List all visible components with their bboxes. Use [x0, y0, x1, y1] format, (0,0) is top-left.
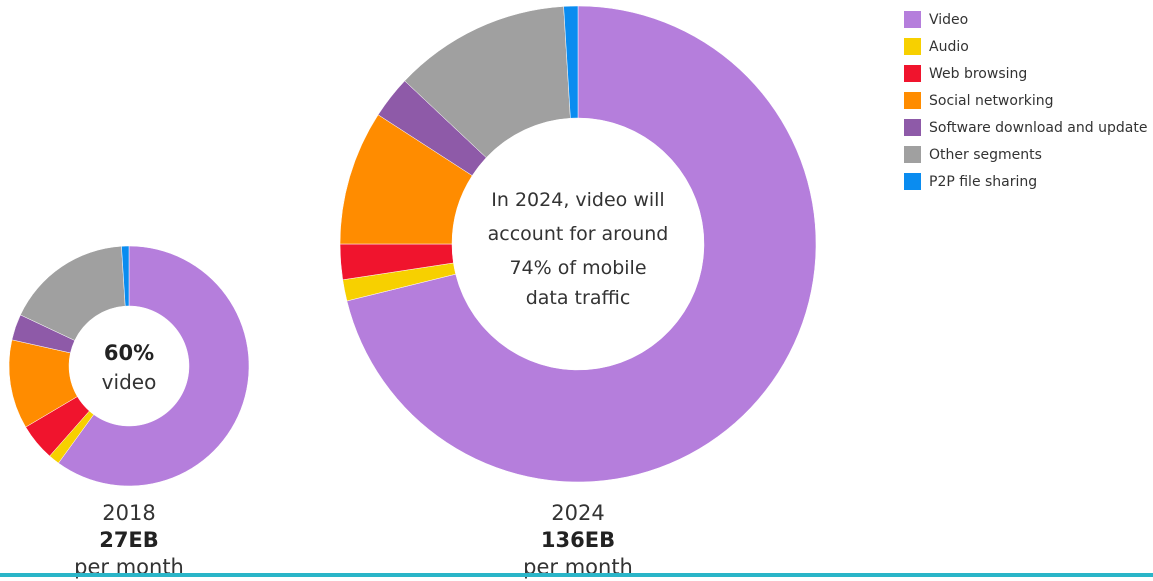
center-2018-line-1: 60% — [104, 341, 154, 365]
slice-2024-p2p — [563, 5, 579, 119]
caption-2024: 2024 136EB per month — [478, 500, 678, 581]
center-2024-line-3: 74% of mobile — [509, 257, 646, 279]
legend-item-audio: Audio — [904, 33, 1147, 60]
slice-2024-video — [346, 5, 817, 483]
center-2024-line-4: data traffic — [526, 287, 631, 309]
slice-2018-other-segments — [20, 245, 126, 341]
legend-item-other-segments: Other segments — [904, 141, 1147, 168]
volume-2018: 27EB — [99, 528, 159, 552]
year-2018: 2018 — [102, 501, 156, 525]
legend-swatch-video — [904, 11, 921, 28]
legend-label-web-browsing: Web browsing — [929, 65, 1028, 82]
legend-swatch-software-download — [904, 119, 921, 136]
legend-item-p2p: P2P file sharing — [904, 168, 1147, 195]
caption-2018: 2018 27EB per month — [29, 500, 229, 581]
legend-item-web-browsing: Web browsing — [904, 60, 1147, 87]
slice-2018-p2p — [121, 245, 130, 307]
legend-item-software-download: Software download and update — [904, 114, 1147, 141]
legend-swatch-audio — [904, 38, 921, 55]
volume-2024: 136EB — [540, 528, 616, 552]
legend-label-social-networking: Social networking — [929, 92, 1054, 109]
bottom-accent-bar — [0, 573, 1153, 577]
slice-2018-video — [58, 245, 250, 487]
legend-label-p2p: P2P file sharing — [929, 173, 1038, 190]
donut-2018 — [8, 245, 250, 487]
legend-item-social-networking: Social networking — [904, 87, 1147, 114]
legend-swatch-other-segments — [904, 146, 921, 163]
center-2024-line-1: In 2024, video will — [491, 189, 664, 211]
legend-label-software-download: Software download and update — [929, 119, 1148, 136]
legend-label-other-segments: Other segments — [929, 146, 1042, 163]
year-2024: 2024 — [551, 501, 605, 525]
legend-label-video: Video — [929, 11, 969, 28]
legend-label-audio: Audio — [929, 38, 969, 55]
donut-2024 — [339, 5, 817, 483]
center-2024-line-2: account for around — [488, 223, 669, 245]
legend-swatch-web-browsing — [904, 65, 921, 82]
legend: Video Audio Web browsing Social networki… — [904, 6, 1147, 195]
legend-swatch-p2p — [904, 173, 921, 190]
legend-item-video: Video — [904, 6, 1147, 33]
legend-swatch-social-networking — [904, 92, 921, 109]
center-2018-line-2: video — [102, 370, 157, 394]
